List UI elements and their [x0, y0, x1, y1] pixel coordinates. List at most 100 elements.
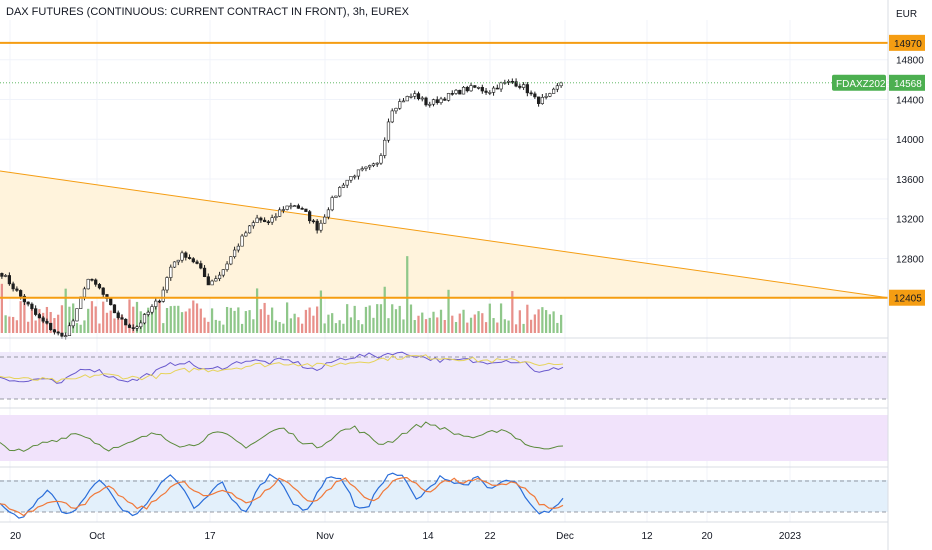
level-price-tag[interactable]	[889, 289, 925, 306]
candle[interactable]	[41, 317, 45, 322]
rsi-panel[interactable]	[0, 351, 888, 400]
candle[interactable]	[356, 169, 361, 177]
candle[interactable]	[529, 92, 533, 95]
candle[interactable]	[266, 221, 270, 224]
candle[interactable]	[4, 275, 8, 277]
indicator-main-line[interactable]	[0, 421, 564, 452]
candle[interactable]	[120, 317, 124, 320]
candle[interactable]	[334, 195, 338, 198]
candle[interactable]	[416, 93, 421, 100]
candle[interactable]	[79, 296, 83, 309]
candle[interactable]	[142, 314, 147, 324]
candle[interactable]	[255, 217, 259, 223]
candle[interactable]	[293, 205, 297, 207]
candle[interactable]	[124, 318, 128, 326]
candle[interactable]	[353, 175, 357, 178]
candlestick-series[interactable]	[0, 78, 563, 340]
candle[interactable]	[330, 197, 334, 211]
candle[interactable]	[191, 258, 195, 263]
candle[interactable]	[454, 89, 458, 94]
candle[interactable]	[413, 93, 417, 97]
candle[interactable]	[484, 90, 488, 93]
candle[interactable]	[386, 121, 391, 141]
stochastic-panel[interactable]	[0, 472, 888, 519]
candle[interactable]	[37, 314, 42, 319]
candle[interactable]	[11, 283, 15, 290]
candle[interactable]	[116, 312, 120, 318]
candle[interactable]	[510, 80, 514, 83]
candle[interactable]	[552, 88, 556, 94]
candle[interactable]	[71, 320, 75, 327]
candle[interactable]	[514, 81, 518, 87]
stoch-d-line[interactable]	[0, 476, 564, 517]
candle[interactable]	[548, 93, 552, 97]
candle[interactable]	[94, 279, 98, 285]
horizontal-levels[interactable]	[0, 41, 888, 299]
candle[interactable]	[544, 95, 548, 98]
candle[interactable]	[135, 326, 139, 329]
candle[interactable]	[97, 284, 102, 289]
stoch-k-line[interactable]	[0, 472, 564, 519]
candle[interactable]	[236, 245, 240, 251]
candle[interactable]	[289, 205, 293, 208]
candle[interactable]	[559, 82, 563, 87]
candle[interactable]	[390, 110, 394, 123]
last-price-tag[interactable]	[889, 74, 925, 91]
candle[interactable]	[221, 269, 225, 276]
candle[interactable]	[536, 96, 541, 104]
candle[interactable]	[555, 85, 559, 90]
candle[interactable]	[225, 263, 229, 270]
price-axis[interactable]: 80.0040.0080.0040.00100.000.00EUR1480014…	[832, 0, 932, 550]
candle[interactable]	[326, 209, 331, 218]
candle[interactable]	[465, 87, 469, 92]
candle[interactable]	[22, 295, 27, 303]
candle[interactable]	[300, 208, 304, 210]
candle[interactable]	[480, 87, 484, 92]
candle[interactable]	[127, 324, 132, 328]
candle[interactable]	[199, 263, 203, 269]
candle[interactable]	[394, 107, 398, 112]
candle[interactable]	[251, 222, 255, 227]
candle[interactable]	[45, 320, 49, 324]
candle[interactable]	[154, 300, 158, 307]
candle[interactable]	[461, 87, 466, 95]
candle[interactable]	[214, 278, 218, 282]
triangle-pattern[interactable]	[0, 170, 889, 299]
indicator-panels[interactable]	[0, 337, 932, 523]
time-axis[interactable]: 20 Oct 17 Nov 14 22 Dec 12 20 2023	[0, 521, 888, 542]
candle[interactable]	[428, 103, 432, 106]
candle[interactable]	[202, 267, 207, 277]
candle[interactable]	[540, 97, 544, 104]
candle[interactable]	[431, 99, 436, 105]
candle[interactable]	[341, 184, 346, 188]
candle[interactable]	[240, 235, 244, 247]
candle[interactable]	[75, 308, 79, 322]
candle[interactable]	[450, 93, 454, 95]
candle[interactable]	[169, 266, 173, 278]
candle[interactable]	[30, 303, 34, 309]
candle[interactable]	[206, 276, 210, 286]
candle[interactable]	[49, 322, 53, 331]
candle[interactable]	[247, 225, 252, 234]
candle[interactable]	[476, 87, 481, 89]
symbol-tag[interactable]	[832, 74, 886, 91]
candle[interactable]	[308, 211, 312, 222]
candle[interactable]	[375, 162, 379, 165]
candle[interactable]	[446, 93, 451, 101]
candle[interactable]	[319, 222, 323, 231]
candle[interactable]	[506, 80, 511, 83]
candle[interactable]	[270, 217, 274, 223]
candle[interactable]	[435, 99, 439, 104]
candle[interactable]	[323, 216, 327, 224]
candle[interactable]	[398, 101, 402, 109]
candle[interactable]	[281, 209, 285, 211]
candle[interactable]	[469, 85, 473, 92]
candle[interactable]	[15, 288, 19, 291]
candle[interactable]	[518, 85, 522, 88]
candle[interactable]	[90, 278, 94, 281]
indicator-signal-line[interactable]	[0, 354, 564, 383]
candle[interactable]	[311, 220, 316, 223]
candle[interactable]	[262, 219, 267, 223]
candle[interactable]	[409, 96, 413, 98]
candle[interactable]	[383, 139, 387, 156]
